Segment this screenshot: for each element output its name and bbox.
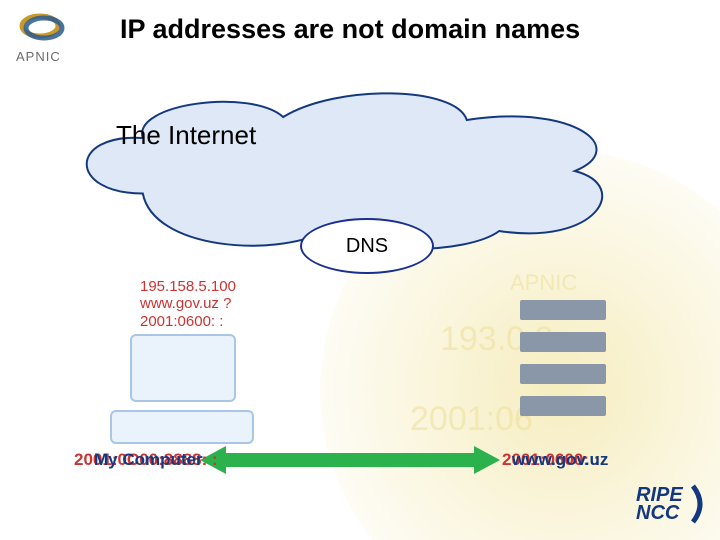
ripe-ncc-logo: RIPE NCC	[636, 484, 711, 524]
left-label-layer-1: My Computer	[94, 450, 203, 470]
right-label-layer-1: www.gov.uz	[512, 450, 608, 470]
ripe-bracket-icon	[689, 484, 711, 524]
ripe-label-bottom: NCC	[636, 504, 683, 522]
